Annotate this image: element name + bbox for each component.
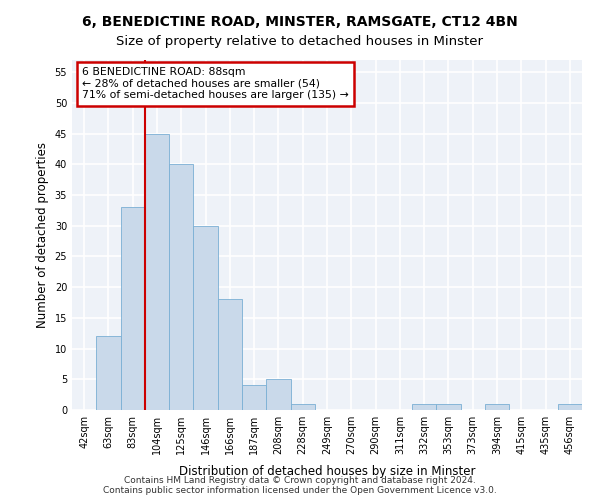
Y-axis label: Number of detached properties: Number of detached properties <box>36 142 49 328</box>
Bar <box>242 386 266 410</box>
Text: 6, BENEDICTINE ROAD, MINSTER, RAMSGATE, CT12 4BN: 6, BENEDICTINE ROAD, MINSTER, RAMSGATE, … <box>82 15 518 29</box>
Bar <box>121 208 145 410</box>
Bar <box>436 404 461 410</box>
Bar <box>290 404 315 410</box>
Bar <box>218 300 242 410</box>
Bar <box>558 404 582 410</box>
Bar <box>193 226 218 410</box>
Text: Contains HM Land Registry data © Crown copyright and database right 2024.
Contai: Contains HM Land Registry data © Crown c… <box>103 476 497 495</box>
Text: 6 BENEDICTINE ROAD: 88sqm
← 28% of detached houses are smaller (54)
71% of semi-: 6 BENEDICTINE ROAD: 88sqm ← 28% of detac… <box>82 67 349 100</box>
X-axis label: Distribution of detached houses by size in Minster: Distribution of detached houses by size … <box>179 466 475 478</box>
Bar <box>145 134 169 410</box>
Bar <box>169 164 193 410</box>
Bar <box>485 404 509 410</box>
Bar <box>412 404 436 410</box>
Bar <box>96 336 121 410</box>
Text: Size of property relative to detached houses in Minster: Size of property relative to detached ho… <box>116 35 484 48</box>
Bar <box>266 380 290 410</box>
